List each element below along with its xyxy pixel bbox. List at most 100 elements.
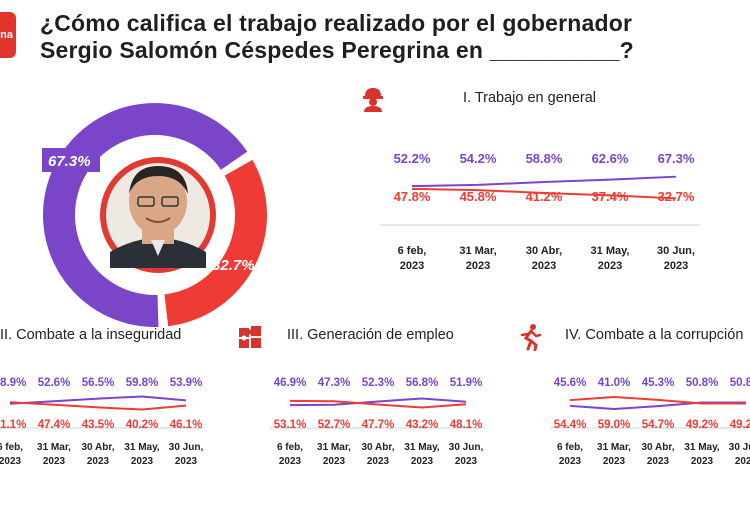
x-tick-label: 30 Jun, — [657, 245, 695, 257]
data-label: 52.6% — [38, 377, 71, 389]
chart-title-trabajo-general: I. Trabajo en general — [463, 90, 597, 106]
x-tick-label: 2023 — [323, 456, 346, 467]
x-tick-label: 30 Jun, — [729, 442, 750, 453]
data-label: 59.0% — [598, 419, 631, 431]
series-line-aprueba — [569, 401, 746, 411]
data-label: 54.2% — [460, 151, 497, 166]
data-label: 41.0% — [598, 377, 631, 389]
puzzle-icon — [238, 325, 262, 354]
x-tick-label: 2023 — [603, 456, 626, 467]
data-label: 47.7% — [362, 419, 395, 431]
data-label: 37.4% — [592, 189, 629, 204]
series-line-aprueba — [289, 397, 467, 407]
chart-inseguridad: 48.9% 52.6% 56.5% 59.8% 53.9% 51.1% 47.4% 43.5%… — [0, 377, 205, 467]
x-tick-label: 2023 — [647, 456, 670, 467]
chart-title-inseguridad: II. Combate a la inseguridad — [0, 327, 182, 343]
data-label: 47.4% — [38, 419, 71, 431]
x-tick-label: 2023 — [0, 456, 22, 467]
data-label: 54.4% — [554, 419, 587, 431]
x-tick-label: 2023 — [559, 456, 582, 467]
x-tick-label: 6 feb, — [557, 442, 583, 453]
data-label: 49.2% — [730, 419, 750, 431]
x-tick-label: 30 Abr, — [362, 442, 395, 453]
x-tick-label: 31 Mar, — [597, 442, 631, 453]
x-tick-label: 2023 — [279, 456, 302, 467]
data-label: 52.3% — [362, 377, 395, 389]
x-tick-label: 30 Jun, — [169, 442, 204, 453]
data-label: 54.7% — [642, 419, 675, 431]
x-tick-label: 2023 — [598, 260, 622, 272]
data-label: 67.3% — [658, 151, 695, 166]
x-tick-label: 31 May, — [684, 442, 720, 453]
data-label: 59.8% — [126, 377, 159, 389]
donut-disapprove-label: 32.7% — [212, 257, 255, 274]
data-label: 62.6% — [592, 151, 629, 166]
x-tick-label: 2023 — [131, 456, 154, 467]
x-tick-label: 2023 — [87, 456, 110, 467]
chart-title-empleo: III. Generación de empleo — [287, 327, 454, 343]
data-label: 51.9% — [450, 377, 483, 389]
data-label: 43.5% — [82, 419, 115, 431]
person-photo — [100, 157, 216, 273]
data-label: 41.2% — [526, 189, 563, 204]
series-line-desaprueba — [411, 187, 677, 200]
series-line-desaprueba — [569, 395, 746, 405]
series-line-desaprueba — [9, 401, 187, 411]
data-label: 52.7% — [318, 419, 351, 431]
x-tick-label: 2023 — [411, 456, 434, 467]
data-label: 58.8% — [526, 151, 563, 166]
data-label: 46.9% — [274, 377, 307, 389]
data-label: 45.3% — [642, 377, 675, 389]
x-tick-label: 30 Abr, — [642, 442, 675, 453]
approval-donut: 67.3% 32.7% — [42, 103, 267, 327]
x-tick-label: 6 feb, — [398, 245, 427, 257]
series-line-aprueba — [411, 175, 677, 188]
x-tick-label: 30 Jun, — [449, 442, 484, 453]
chart-trabajo-general: 52.2% 54.2% 58.8% 62.6% 67.3% 47.8% 45.8% 41.2%… — [380, 151, 700, 272]
data-label: 43.2% — [406, 419, 439, 431]
x-tick-label: 2023 — [367, 456, 390, 467]
series-line-aprueba — [9, 395, 187, 405]
x-tick-label: 31 May, — [404, 442, 440, 453]
data-label: 47.8% — [394, 189, 431, 204]
data-label: 50.8% — [686, 377, 719, 389]
x-tick-label: 6 feb, — [277, 442, 303, 453]
donut-disapprove-arc — [164, 159, 267, 327]
data-label: 47.3% — [318, 377, 351, 389]
data-label: 56.8% — [406, 377, 439, 389]
x-tick-label: 2023 — [43, 456, 66, 467]
survey-question: ¿Cómo califica el trabajo realizado por … — [40, 10, 740, 64]
x-tick-label: 30 Abr, — [526, 245, 562, 257]
x-tick-label: 6 feb, — [0, 442, 23, 453]
series-line-desaprueba — [289, 399, 467, 409]
donut-approve-label: 67.3% — [48, 153, 91, 170]
data-label: 53.9% — [170, 377, 203, 389]
data-label: 45.6% — [554, 377, 587, 389]
approve-label-bg — [42, 148, 100, 172]
data-label: 40.2% — [126, 419, 159, 431]
x-tick-label: 2023 — [691, 456, 714, 467]
worker-icon — [362, 86, 384, 117]
x-tick-label: 2023 — [455, 456, 478, 467]
data-label: 49.2% — [686, 419, 719, 431]
x-tick-label: 31 Mar, — [317, 442, 351, 453]
data-label: 48.9% — [0, 377, 26, 389]
x-tick-label: 31 Mar, — [37, 442, 71, 453]
data-label: 53.1% — [274, 419, 307, 431]
chart-corrupcion: 45.6% 41.0% 45.3% 50.8% 50.8% 54.4% 59.0% 54.7%… — [550, 377, 750, 467]
x-tick-label: 2023 — [532, 260, 556, 272]
x-tick-label: 31 May, — [124, 442, 160, 453]
data-label: 51.1% — [0, 419, 26, 431]
brand-logo: na — [0, 12, 16, 58]
data-label: 46.1% — [170, 419, 203, 431]
x-tick-label: 2023 — [735, 456, 750, 467]
data-label: 48.1% — [450, 419, 483, 431]
data-label: 45.8% — [460, 189, 497, 204]
data-label: 50.8% — [730, 377, 750, 389]
x-tick-label: 30 Abr, — [82, 442, 115, 453]
x-tick-label: 2023 — [400, 260, 424, 272]
data-label: 32.7% — [658, 189, 695, 204]
question-line-2: Sergio Salomón Céspedes Peregrina en ___… — [40, 37, 634, 63]
x-tick-label: 31 May, — [591, 245, 630, 257]
x-tick-label: 31 Mar, — [459, 245, 496, 257]
